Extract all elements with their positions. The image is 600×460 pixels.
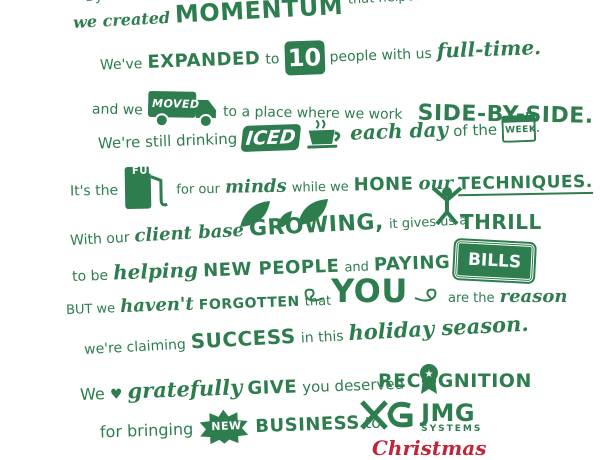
line-9: we're claiming SUCCESS in this holiday s… — [83, 311, 529, 359]
text: while we — [292, 180, 349, 196]
line-10: We ♥ gratefully GIVE you deserved — [80, 369, 405, 405]
new-label: NEW — [211, 419, 242, 433]
text: FORGOTTEN — [199, 294, 300, 314]
line-5: It's the FUEL for our minds while we HON… — [70, 156, 600, 216]
award-ribbon-icon: ★ — [418, 363, 440, 399]
text: HONE — [354, 174, 414, 196]
text: GIVE — [247, 376, 297, 399]
text: client base — [134, 220, 245, 247]
text: and we — [92, 102, 143, 119]
text: YOU — [331, 272, 408, 310]
text: haven't — [120, 294, 194, 318]
line-6b: THRILL — [460, 210, 542, 234]
text: are the — [448, 291, 495, 306]
christmas-text: Christmas — [372, 436, 486, 460]
text: TECHNIQUES. — [458, 171, 593, 195]
swirl-left-icon — [300, 284, 326, 312]
svg-text:★: ★ — [425, 369, 434, 380]
text: BUT we — [66, 301, 116, 318]
text: for our — [176, 182, 220, 198]
jmg-mark-icon — [360, 398, 416, 436]
moved-label: MOVED — [152, 97, 200, 111]
text: SUCCESS — [190, 324, 296, 353]
jmg-text: JMG — [421, 401, 482, 425]
calendar-icon: WEEK. — [502, 112, 537, 147]
text: people with us — [329, 46, 432, 66]
week-label: WEEK. — [505, 125, 540, 136]
text: THRILL — [460, 210, 542, 234]
text: EXPANDED — [147, 48, 261, 73]
text: reason — [500, 286, 568, 307]
coffee-cup-icon — [305, 117, 346, 154]
text: It's the — [70, 183, 118, 200]
text: We — [80, 384, 105, 404]
text: in this — [301, 328, 345, 346]
iced-label: ICED — [241, 124, 301, 152]
swirl-right-icon — [413, 284, 443, 312]
line-8b: YOU are the reason — [300, 272, 567, 312]
text: RECOGNITION — [378, 370, 532, 392]
text: With our — [70, 230, 130, 249]
line-10b: RECOGNITION — [378, 370, 532, 392]
line-11: for bringing NEW BUSINESS to — [99, 404, 381, 452]
text: BUSINESS — [255, 412, 360, 437]
systems-text: SYSTEMS — [421, 425, 482, 434]
line-1b: we created MOMENTUM that helped — [72, 0, 423, 34]
text: MOMENTUM — [174, 0, 344, 29]
text: full-time. — [436, 35, 541, 63]
line-8: BUT we haven't FORGOTTEN that — [66, 289, 332, 319]
ten-badge: 10 — [284, 40, 325, 75]
text: We're still drinking — [98, 130, 238, 153]
text: minds — [225, 176, 287, 198]
text: of the — [453, 121, 497, 141]
text: we created — [73, 8, 171, 32]
text: gratefully — [127, 374, 243, 403]
jmg-logo: JMG SYSTEMS — [360, 398, 482, 436]
text: helping — [113, 258, 199, 285]
new-starburst-icon: NEW — [198, 409, 251, 449]
text: for bringing — [100, 419, 194, 441]
fuel-pump-icon: FUEL — [123, 164, 172, 215]
text: to be — [72, 268, 109, 285]
heart-icon: ♥ — [110, 387, 123, 403]
text: we're claiming — [84, 337, 186, 358]
text: each day — [350, 117, 449, 144]
fuel-label: FUEL — [132, 167, 142, 177]
text: that helped — [348, 0, 424, 8]
line-2: We've EXPANDED to 10 people with us full… — [99, 33, 541, 82]
text: holiday season. — [348, 311, 529, 345]
text: We've — [100, 56, 143, 73]
text: to — [265, 51, 280, 67]
